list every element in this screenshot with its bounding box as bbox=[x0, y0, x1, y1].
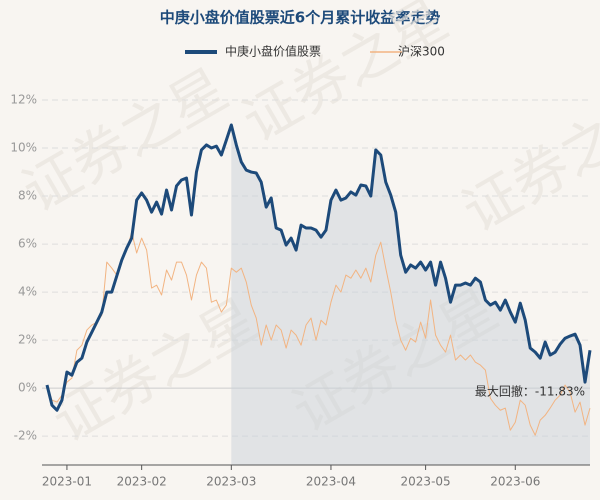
series-line bbox=[46, 231, 591, 436]
y-tick-label: 4% bbox=[18, 285, 37, 299]
x-tick-label: 2023-03 bbox=[206, 475, 256, 489]
y-tick-label: 10% bbox=[10, 141, 37, 155]
x-tick-label: 2023-01 bbox=[42, 475, 92, 489]
x-tick-label: 2023-05 bbox=[401, 475, 451, 489]
y-tick-label: 0% bbox=[18, 381, 37, 395]
legend-label: 中庚小盘价值股票 bbox=[225, 44, 321, 59]
y-tick-label: 12% bbox=[10, 93, 37, 107]
annotation: 最大回撤：-11.83% bbox=[475, 384, 585, 399]
legend-label: 沪深300 bbox=[398, 45, 445, 59]
x-tick-label: 2023-06 bbox=[490, 475, 540, 489]
x-tick-label: 2023-02 bbox=[117, 475, 167, 489]
x-tick-label: 2023-04 bbox=[306, 475, 356, 489]
series-line bbox=[45, 123, 592, 412]
y-tick-label: 8% bbox=[18, 189, 37, 203]
chart-title: 中庚小盘价值股票近6个月累计收益率走势 bbox=[160, 9, 440, 27]
y-tick-label: 2% bbox=[18, 333, 37, 347]
drawdown-area bbox=[231, 124, 590, 465]
y-tick-label: 6% bbox=[18, 237, 37, 251]
y-tick-label: -2% bbox=[14, 429, 37, 443]
